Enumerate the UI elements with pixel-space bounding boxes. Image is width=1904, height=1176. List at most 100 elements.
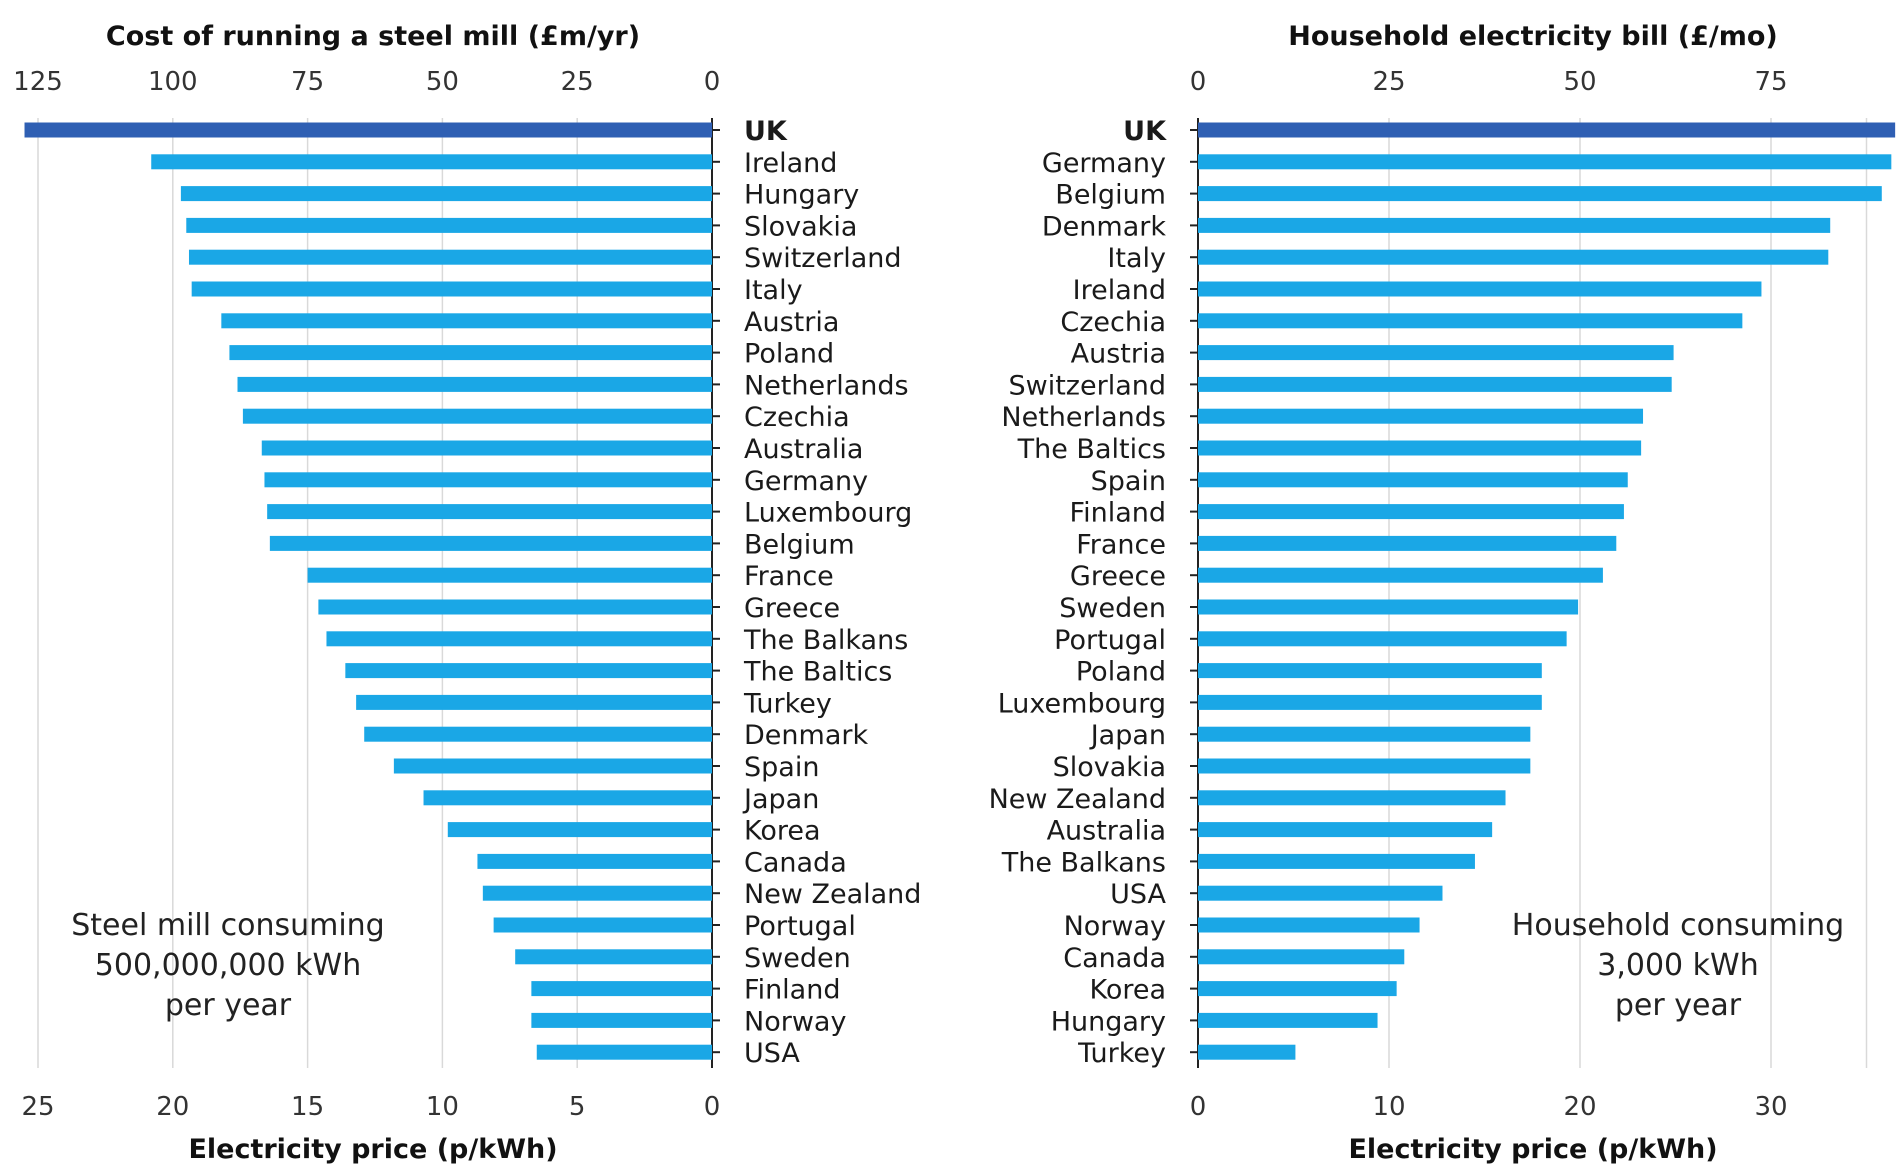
top-tick-label: 25 (1372, 67, 1405, 97)
country-label: Finland (744, 975, 840, 1006)
bar-belgium (269, 535, 712, 551)
country-label: Switzerland (744, 243, 902, 274)
country-label: Netherlands (744, 370, 909, 401)
country-label: Norway (744, 1006, 846, 1037)
bar-australia (1198, 822, 1493, 838)
country-label: Slovakia (744, 211, 857, 242)
bottom-tick-label: 5 (569, 1092, 586, 1122)
country-label: Japan (742, 784, 819, 815)
country-label: Sweden (744, 943, 851, 974)
bottom-tick-label: 30 (1754, 1092, 1787, 1122)
country-label: Italy (1107, 243, 1166, 274)
country-label: Canada (1063, 943, 1166, 974)
country-label: Czechia (744, 402, 850, 433)
bar-uk (24, 122, 712, 138)
bar-italy (191, 281, 712, 297)
country-label: Slovakia (1053, 752, 1166, 783)
bar-finland (531, 981, 712, 997)
bar-the-balkans (326, 631, 712, 647)
country-label: Portugal (1054, 625, 1166, 656)
country-label: Italy (744, 275, 803, 306)
country-label: Sweden (1059, 593, 1166, 624)
country-label: Finland (1070, 498, 1166, 529)
country-label: The Baltics (743, 657, 892, 688)
country-label: Germany (744, 466, 868, 497)
country-label: Luxembourg (998, 688, 1166, 719)
bar-italy (1198, 249, 1829, 265)
country-label: Korea (1089, 975, 1166, 1006)
bar-sweden (515, 949, 712, 965)
country-label: New Zealand (744, 879, 921, 910)
bar-netherlands (1198, 408, 1644, 424)
country-label: Belgium (1055, 180, 1166, 211)
country-label: Hungary (744, 180, 859, 211)
country-label: Denmark (1042, 211, 1166, 242)
country-label: Belgium (744, 529, 855, 560)
bar-luxembourg (1198, 694, 1542, 710)
bar-korea (447, 822, 712, 838)
bar-denmark (364, 726, 712, 742)
bar-germany (264, 472, 712, 488)
bar-austria (1198, 345, 1674, 361)
bottom-tick-label: 0 (704, 1092, 721, 1122)
household-panel: 0 10 20 30 0 25 50 75 UKGermanyBelgiumDenmarkIta… (989, 21, 1896, 1165)
bar-belgium (1198, 186, 1882, 202)
bar-the-baltics (1198, 440, 1642, 456)
country-label: Ireland (1073, 275, 1166, 306)
country-label: Japan (1089, 720, 1166, 751)
bar-denmark (1198, 217, 1831, 233)
bottom-tick-label: 25 (21, 1092, 54, 1122)
bar-australia (261, 440, 712, 456)
top-axis-title: Cost of running a steel mill (£m/yr) (106, 21, 640, 52)
bottom-axis-title: Electricity price (p/kWh) (188, 1134, 557, 1165)
country-label: Switzerland (1009, 370, 1167, 401)
country-label: Poland (1076, 657, 1166, 688)
bar-canada (1198, 949, 1405, 965)
top-tick-label: 100 (148, 67, 198, 97)
top-tick-label: 50 (426, 67, 459, 97)
bar-norway (1198, 917, 1420, 933)
country-label: Australia (744, 434, 863, 465)
top-tick-label: 75 (1754, 67, 1787, 97)
bar-czechia (1198, 313, 1743, 329)
annotation-line: Household consuming (1512, 908, 1844, 943)
bar-hungary (180, 186, 712, 202)
top-axis-title: Household electricity bill (£/mo) (1288, 21, 1778, 52)
bar-czechia (242, 408, 712, 424)
country-label: Greece (1070, 561, 1166, 592)
bar-finland (1198, 504, 1624, 520)
country-label: Austria (1071, 339, 1166, 370)
country-label: Korea (744, 816, 821, 847)
country-label: The Baltics (1017, 434, 1166, 465)
bar-spain (393, 758, 712, 774)
bar-poland (229, 345, 712, 361)
bar-japan (1198, 726, 1531, 742)
country-label: Canada (744, 847, 847, 878)
bar-france (307, 567, 712, 583)
bar-uk (1198, 122, 1896, 138)
country-label: Portugal (744, 911, 856, 942)
country-label: France (1076, 529, 1166, 560)
bar-switzerland (1198, 376, 1672, 392)
top-tick-label: 0 (704, 67, 721, 97)
bar-ireland (151, 154, 712, 170)
bottom-tick-label: 20 (1563, 1092, 1596, 1122)
bar-spain (1198, 472, 1628, 488)
country-label: New Zealand (989, 784, 1166, 815)
top-tick-label: 25 (561, 67, 594, 97)
bar-usa (1198, 885, 1443, 901)
country-label: Greece (744, 593, 840, 624)
bar-portugal (493, 917, 712, 933)
top-tick-label: 0 (1190, 67, 1207, 97)
country-label: The Balkans (743, 625, 908, 656)
bar-turkey (356, 694, 712, 710)
bar-poland (1198, 663, 1542, 679)
bottom-tick-label: 10 (1372, 1092, 1405, 1122)
bottom-axis-title: Electricity price (p/kWh) (1348, 1134, 1717, 1165)
country-label: The Balkans (1001, 847, 1166, 878)
bar-turkey (1198, 1044, 1296, 1060)
country-label: Germany (1042, 148, 1166, 179)
bottom-tick-label: 20 (156, 1092, 189, 1122)
bottom-tick-label: 0 (1190, 1092, 1207, 1122)
